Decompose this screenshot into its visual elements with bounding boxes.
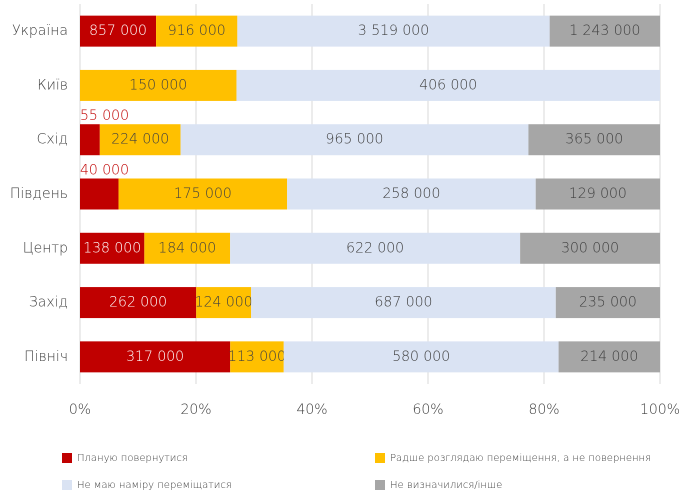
bar-segment [80,69,237,101]
legend-label: Радше розглядаю переміщення, а не поверн… [390,453,651,464]
y-tick-label: Північ [24,349,68,365]
bar-segment [80,232,145,264]
bar-segment [196,287,252,319]
y-tick-label: Південь [10,186,68,202]
data-label: 317 000 [126,349,184,365]
y-tick-label: Схід [37,132,68,148]
x-tick-label: 40% [296,402,327,418]
legend-label: Планую повернутися [77,453,188,464]
bar-segment [80,341,231,373]
bar-segment [80,15,157,47]
data-label: 138 000 [83,240,141,256]
data-label: 129 000 [569,186,627,202]
y-tick-label: Київ [37,77,68,93]
data-label: 300 000 [561,240,619,256]
y-tick-label: Україна [12,23,68,39]
legend-label: Не маю наміру переміщатися [77,480,232,491]
bar-segment [283,341,559,373]
data-label: 580 000 [392,349,450,365]
x-tick-label: 20% [180,402,211,418]
bar-segment [535,178,660,210]
bar-segment [230,341,284,373]
bar-segment [80,124,100,156]
legend-swatch [62,480,72,490]
x-tick-label: 80% [528,402,559,418]
bar-segment [558,341,660,373]
bar-segment [80,287,197,319]
legend-swatch [375,480,385,490]
bar-segment [520,232,660,264]
data-label: 150 000 [129,77,187,93]
data-label: 258 000 [382,186,440,202]
bar-segment [118,178,288,210]
data-label: 406 000 [419,77,477,93]
bar-segment [528,124,660,156]
data-label: 1 243 000 [569,23,640,39]
legend-swatch [62,453,72,463]
data-label: 235 000 [579,295,637,311]
bar-segment [80,178,119,210]
bar-segment [99,124,181,156]
data-label: 55 000 [80,108,129,124]
bar-segment [251,287,556,319]
data-label: 184 000 [158,240,216,256]
data-label: 40 000 [80,163,129,179]
data-label: 3 519 000 [358,23,429,39]
bar-segment [287,178,536,210]
data-label: 365 000 [565,132,623,148]
data-label: 224 000 [111,132,169,148]
bar-segment [230,232,521,264]
bar-segment [237,15,550,47]
legend-label: Не визначилися/інше [390,480,502,491]
data-label: 622 000 [346,240,404,256]
x-tick-label: 60% [412,402,443,418]
legend-swatch [375,453,385,463]
bar-segment [236,69,660,101]
data-label: 262 000 [109,295,167,311]
data-label: 124 000 [195,295,253,311]
x-tick-label: 100% [640,402,680,418]
data-label: 687 000 [375,295,433,311]
bar-segment [549,15,660,47]
bar-segment [555,287,660,319]
data-label: 175 000 [174,186,232,202]
x-tick-label: 0% [69,402,91,418]
data-label: 965 000 [326,132,384,148]
data-label: 214 000 [580,349,638,365]
data-label: 916 000 [168,23,226,39]
data-label: 857 000 [89,23,147,39]
bar-segment [144,232,231,264]
y-tick-label: Центр [23,240,68,256]
bar-segment [180,124,529,156]
y-tick-label: Захід [29,295,68,311]
bar-segment [156,15,238,47]
data-label: 113 000 [228,349,286,365]
